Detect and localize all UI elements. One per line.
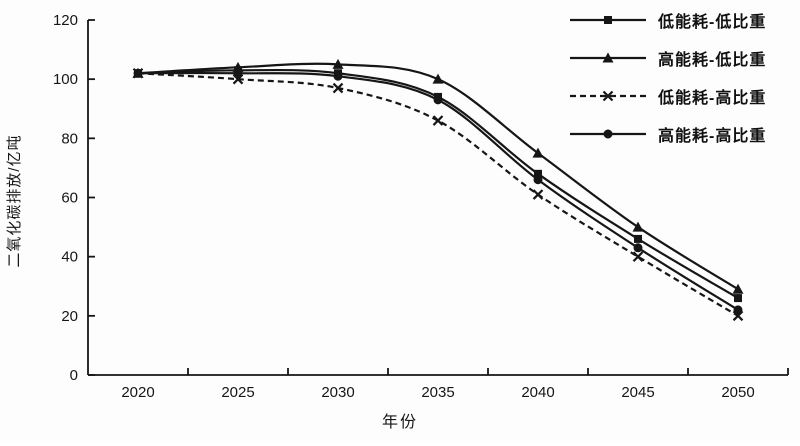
svg-text:2035: 2035 [421, 384, 454, 401]
legend-swatch-x-dashed-icon [570, 90, 646, 102]
svg-text:40: 40 [61, 249, 78, 266]
legend-item-low-energy-high-share: 低能耗-高比重 [568, 84, 793, 108]
legend-swatch-triangle-icon [570, 52, 646, 63]
legend-swatch-circle-icon [570, 129, 646, 139]
svg-text:2050: 2050 [721, 384, 754, 401]
y-axis-title: 二氧化碳排放/亿吨 [6, 134, 23, 268]
legend: 低能耗-低比重 高能耗-低比重 低能耗-高比重 高能耗-高比重 [568, 8, 793, 146]
legend-item-low-energy-low-share: 低能耗-低比重 [568, 8, 793, 32]
svg-text:60: 60 [61, 190, 78, 207]
svg-text:120: 120 [53, 12, 78, 29]
svg-text:2025: 2025 [221, 384, 254, 401]
legend-label: 低能耗-高比重 [658, 90, 767, 107]
svg-text:2045: 2045 [621, 384, 654, 401]
legend-swatch-square-icon [570, 16, 646, 24]
svg-text:2040: 2040 [521, 384, 554, 401]
x-axis-title: 年份 [381, 414, 418, 431]
svg-text:80: 80 [61, 130, 78, 147]
svg-text:100: 100 [53, 71, 78, 88]
legend-label: 高能耗-高比重 [658, 128, 767, 145]
legend-item-high-energy-low-share: 高能耗-低比重 [568, 46, 793, 70]
svg-text:2030: 2030 [321, 384, 354, 401]
svg-text:2020: 2020 [121, 384, 154, 401]
legend-label: 低能耗-低比重 [658, 14, 767, 31]
legend-item-high-energy-high-share: 高能耗-高比重 [568, 122, 793, 146]
svg-text:20: 20 [61, 308, 78, 325]
legend-label: 高能耗-低比重 [658, 52, 767, 69]
svg-text:0: 0 [70, 367, 78, 384]
